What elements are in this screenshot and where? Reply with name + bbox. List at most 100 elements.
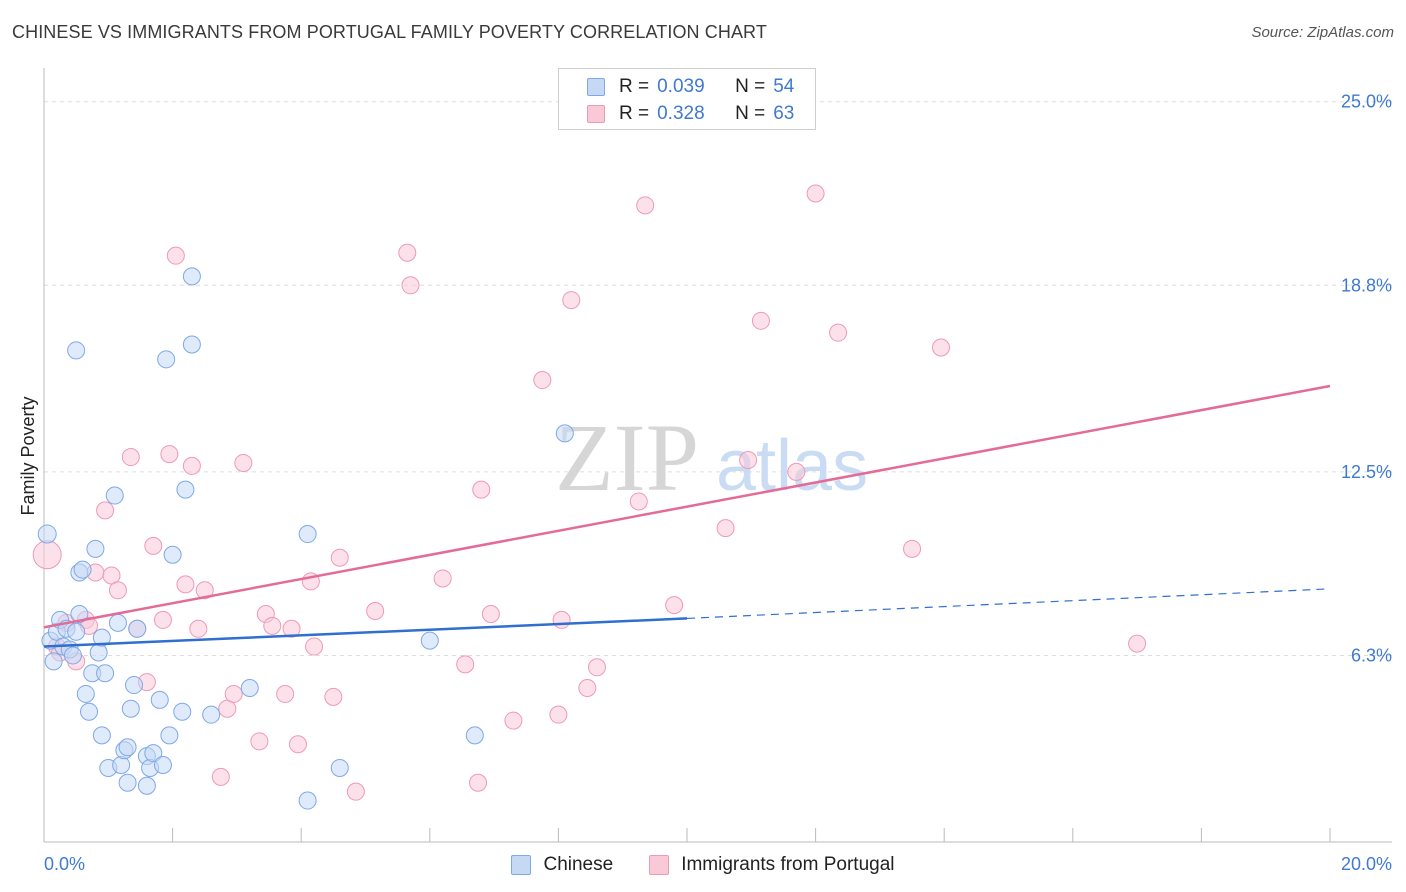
portugal-point <box>469 773 488 792</box>
legend-label-portugal: Immigrants from Portugal <box>681 854 895 875</box>
chinese-point <box>96 664 115 683</box>
portugal-point <box>250 732 269 751</box>
portugal-point <box>330 548 349 567</box>
chinese-point <box>150 690 169 709</box>
chinese-point <box>86 539 105 558</box>
chinese-point <box>80 702 99 721</box>
chinese-point <box>76 684 95 703</box>
portugal-point <box>472 480 491 499</box>
chinese-point <box>44 652 63 671</box>
portugal-point <box>166 246 185 265</box>
portugal-point <box>456 655 475 674</box>
series-legend: Chinese Immigrants from Portugal <box>0 852 1406 878</box>
portugal-point <box>211 767 230 786</box>
chinese-point <box>112 756 131 775</box>
portugal-point <box>176 575 195 594</box>
x-tick-label: 0.0% <box>44 854 85 874</box>
portugal-point <box>195 581 214 600</box>
chinese-point <box>92 628 111 647</box>
chinese-trend-line <box>43 617 688 648</box>
n-label: N = <box>735 103 766 124</box>
portugal-point <box>366 602 385 621</box>
y-axis-label: Family Poverty <box>18 396 38 515</box>
n-value: 54 <box>773 76 795 97</box>
portugal-point <box>562 291 581 310</box>
chinese-point <box>555 424 574 443</box>
chinese-point <box>465 726 484 745</box>
portugal-point <box>288 735 307 754</box>
chinese-point <box>144 744 163 763</box>
r-value: 0.039 <box>657 76 705 97</box>
r-value: 0.328 <box>657 103 705 124</box>
r-label: R = <box>619 103 650 124</box>
portugal-point <box>903 539 922 558</box>
y-tick-label: 25.0% <box>1341 92 1392 112</box>
chinese-point <box>240 679 259 698</box>
portugal-point <box>96 501 115 520</box>
portugal-point <box>324 687 343 706</box>
chinese-point <box>70 604 89 623</box>
gridlines <box>44 101 1392 656</box>
portugal-point <box>829 323 848 342</box>
portugal-point <box>153 610 172 629</box>
portugal-point <box>102 566 121 585</box>
portugal-point <box>263 616 282 635</box>
portugal-point <box>636 196 655 215</box>
portugal-point <box>121 448 140 467</box>
chinese-point <box>63 646 82 665</box>
portugal-point <box>533 371 552 390</box>
portugal-point <box>578 679 597 698</box>
portugal-point <box>587 658 606 677</box>
chinese-point <box>137 776 156 795</box>
series-chinese-points <box>37 267 574 810</box>
portugal-point <box>282 619 301 638</box>
portugal-point <box>552 610 571 629</box>
chinese-point <box>420 631 439 650</box>
portugal-point <box>739 451 758 469</box>
portugal-point <box>32 540 62 570</box>
portugal-point <box>751 311 770 330</box>
chinese-trend-extension <box>686 588 1331 620</box>
axes <box>43 68 1392 843</box>
watermark: ZIP atlas <box>555 404 868 511</box>
chinese-point <box>118 773 137 792</box>
chinese-point <box>118 738 137 757</box>
portugal-trend-line <box>43 384 1331 629</box>
chinese-point <box>153 756 172 775</box>
portugal-point <box>629 492 648 511</box>
chinese-point <box>298 791 317 810</box>
n-label: N = <box>735 76 766 97</box>
portugal-point <box>481 604 500 623</box>
chinese-point <box>173 702 192 721</box>
legend-item-chinese[interactable]: Chinese <box>511 854 613 876</box>
chinese-point <box>125 676 144 695</box>
chinese-point <box>92 726 111 745</box>
chinese-point <box>89 643 108 662</box>
chart-title: CHINESE VS IMMIGRANTS FROM PORTUGAL FAMI… <box>12 22 767 42</box>
portugal-point <box>305 637 324 656</box>
portugal-point <box>189 619 208 638</box>
portugal-point <box>144 536 163 555</box>
n-value: 63 <box>773 103 795 124</box>
portugal-point <box>234 453 253 472</box>
portugal-point <box>108 581 127 600</box>
portugal-point <box>160 445 179 464</box>
legend-swatch-blue <box>511 855 532 875</box>
chinese-point <box>108 613 127 632</box>
chinese-point <box>128 619 147 638</box>
portugal-point <box>665 596 684 615</box>
legend-label-chinese: Chinese <box>543 854 614 875</box>
chinese-point <box>121 699 140 718</box>
legend-item-portugal[interactable]: Immigrants from Portugal <box>649 854 895 876</box>
portugal-point <box>1128 634 1147 653</box>
portugal-point <box>504 711 523 730</box>
portugal-point <box>182 456 201 475</box>
legend-row-chinese: R = 0.039 N = 54 <box>587 74 794 100</box>
portugal-point <box>806 184 825 203</box>
watermark-zip: ZIP <box>555 404 699 511</box>
y-tick-label: 12.5% <box>1341 462 1392 482</box>
portugal-point <box>787 462 806 481</box>
portugal-point <box>346 782 365 801</box>
portugal-point <box>401 276 420 295</box>
legend-swatch-pink <box>587 105 605 123</box>
